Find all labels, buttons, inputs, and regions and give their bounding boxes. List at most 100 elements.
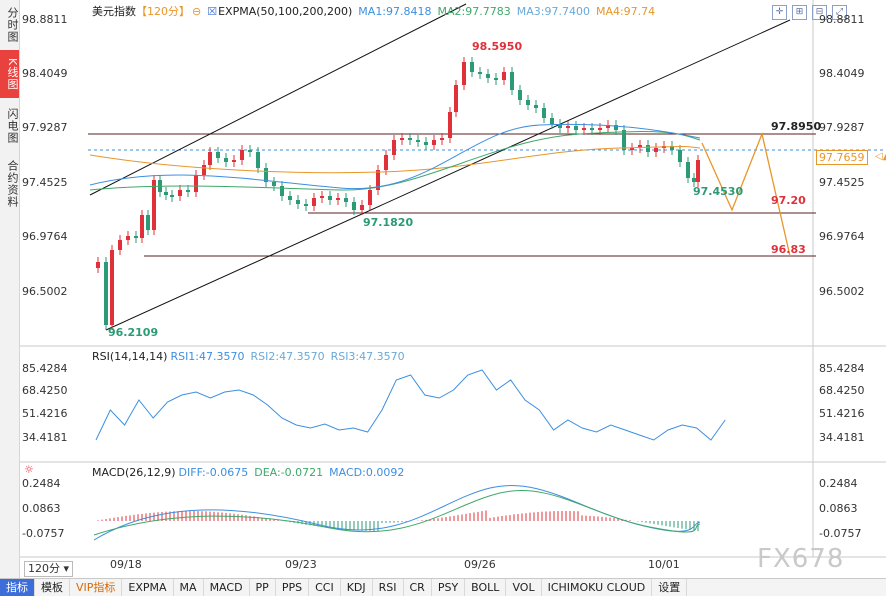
candle-body (194, 175, 198, 192)
ma4-line (89, 146, 701, 174)
chart-area[interactable]: 美元指数【120分】 ⊖ ☒EXPMA(50,100,200,200) MA1:97.… (20, 0, 886, 578)
candle-body (486, 74, 490, 78)
chart-type-sidebar: 分时图 K线图 闪电图 合约资料 (0, 0, 20, 578)
annotation-low: 96.2109 (108, 326, 159, 339)
diff-label: DIFF:-0.0675 (178, 466, 249, 479)
zoom-in-icon[interactable]: ⊞ (792, 5, 807, 20)
candle-body (582, 128, 586, 130)
macd-tick-left-0: 0.2484 (22, 477, 61, 490)
macd-tick-left-1: 0.0863 (22, 502, 61, 515)
price-arrow-icon[interactable]: ◁▲ (875, 151, 886, 162)
settings-icon[interactable]: ⊖ (192, 5, 202, 18)
candle-body (606, 125, 610, 128)
indicator-tab-10[interactable]: RSI (373, 579, 404, 596)
period-selector[interactable]: 120分 ▾ (24, 561, 74, 577)
candle-body (232, 160, 236, 162)
annotation-resistance: 97.8950 (771, 120, 822, 133)
indicator-tab-13[interactable]: BOLL (465, 579, 507, 596)
symbol-name: 美元指数 (92, 5, 136, 18)
fullscreen-icon[interactable]: ⤢ (832, 5, 847, 20)
dea-line (93, 489, 701, 536)
indicator-tab-8[interactable]: CCI (309, 579, 341, 596)
candle-body (384, 155, 388, 170)
macd-value-label: MACD:0.0092 (329, 466, 405, 479)
price-tick-right-0: 98.8811 (819, 13, 865, 26)
candle-body (646, 145, 650, 152)
indicator-tab-14[interactable]: VOL (506, 579, 542, 596)
annotation-support-2: 96.83 (771, 243, 806, 256)
candle-body (400, 138, 404, 140)
chevron-down-icon: ▾ (63, 562, 70, 575)
candle-body (638, 145, 642, 148)
candle-body (360, 205, 364, 210)
candle-body (686, 162, 690, 178)
rsi-tick-right-3: 34.4181 (819, 431, 865, 444)
candle-body (392, 140, 396, 155)
indicator-tab-12[interactable]: PSY (432, 579, 466, 596)
indicator-tab-16[interactable]: 设置 (652, 579, 688, 596)
candle-body (518, 90, 522, 100)
candle-body (590, 128, 594, 130)
candle-body (328, 196, 332, 200)
indicator-tab-11[interactable]: CR (404, 579, 432, 596)
indicator-tab-6[interactable]: PP (250, 579, 276, 596)
price-tick-right-4: 96.9764 (819, 230, 865, 243)
candle-body (622, 130, 626, 150)
tab-lightning[interactable]: 闪电图 (6, 108, 19, 144)
period-label[interactable]: 【120分】 (136, 5, 190, 18)
tab-contract-info[interactable]: 合约资料 (6, 160, 19, 208)
candle-body (424, 142, 428, 145)
rsi-legend: RSI(14,14,14) RSI1:47.3570 RSI2:47.3570 RSI… (92, 350, 411, 363)
macd-tick-right-0: 0.2484 (819, 477, 858, 490)
macd-title: MACD(26,12,9) (92, 466, 176, 479)
candle-body (448, 112, 452, 138)
indicator-tab-7[interactable]: PPS (276, 579, 310, 596)
price-tick-right-1: 98.4049 (819, 67, 865, 80)
candle-body (202, 165, 206, 175)
candle-body (240, 150, 244, 160)
period-selector-label: 120分 (28, 562, 60, 575)
ma2-line (89, 131, 701, 191)
crosshair-icon[interactable]: ✛ (772, 5, 787, 20)
rsi3-label: RSI3:47.3570 (330, 350, 405, 363)
candle-body (178, 190, 182, 196)
candle-body (248, 150, 252, 152)
main-legend: 美元指数【120分】 ⊖ ☒EXPMA(50,100,200,200) MA1:97.… (92, 3, 661, 19)
macd-tick-left-2: -0.0757 (22, 527, 65, 540)
candle-body (696, 160, 700, 182)
candle-body (320, 196, 324, 198)
price-tick-left-1: 98.4049 (22, 67, 68, 80)
rsi-line (95, 369, 726, 441)
indicator-tab-9[interactable]: KDJ (341, 579, 373, 596)
x-tick-0: 09/18 (110, 558, 142, 571)
candle-body (654, 148, 658, 152)
candle-body (598, 128, 602, 130)
dea-label: DEA:-0.0721 (254, 466, 324, 479)
indicator-tab-5[interactable]: MACD (204, 579, 250, 596)
candle-body (110, 250, 114, 325)
rsi-title: RSI(14,14,14) (92, 350, 168, 363)
candle-body (368, 190, 372, 205)
rsi-tick-left-1: 68.4250 (22, 384, 68, 397)
tab-kline[interactable]: K线图 (0, 50, 19, 98)
candle-body (542, 108, 546, 118)
chart-toolbar: ✛ ⊞ ⊟ ⤢ (772, 3, 852, 20)
candle-body (280, 186, 284, 196)
indicator-tab-2[interactable]: VIP指标 (70, 579, 123, 596)
candle-body (614, 125, 618, 130)
indicator-tab-4[interactable]: MA (174, 579, 204, 596)
candle-body (146, 215, 150, 230)
price-tick-right-3: 97.4525 (819, 176, 865, 189)
candle-body (256, 152, 260, 168)
candle-body (272, 182, 276, 186)
indicator-tab-1[interactable]: 模板 (35, 579, 70, 596)
macd-settings-icon[interactable]: ☼ (24, 463, 34, 476)
candle-body (186, 190, 190, 192)
indicator-tab-bar: 指标 模板 VIP指标 EXPMA MA MACD PP PPS CCI KDJ RSI CR PSY B… (0, 578, 886, 596)
indicator-tab-0[interactable]: 指标 (0, 579, 35, 596)
indicator-tab-15[interactable]: ICHIMOKU CLOUD (542, 579, 653, 596)
indicator-tab-3[interactable]: EXPMA (122, 579, 174, 596)
x-tick-3: 10/01 (648, 558, 680, 571)
tab-timeshare[interactable]: 分时图 (6, 7, 19, 43)
zoom-out-icon[interactable]: ⊟ (812, 5, 827, 20)
